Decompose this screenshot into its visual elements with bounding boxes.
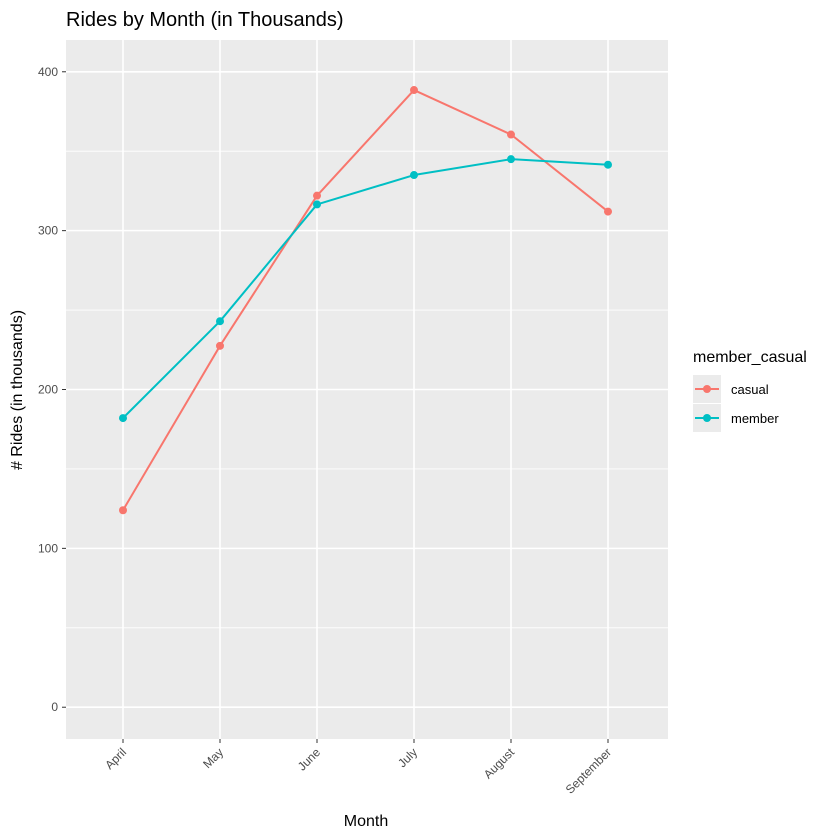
data-point-casual [216, 341, 224, 350]
legend-label: casual [731, 382, 769, 397]
x-tick-label: July [395, 745, 420, 770]
grid-lines [66, 40, 668, 739]
series-line-casual [122, 89, 609, 511]
x-axis: April May June July August September [102, 739, 614, 797]
y-axis: 0 100 200 300 400 [38, 65, 66, 714]
y-tick-label: 300 [38, 224, 58, 238]
data-point-casual [604, 207, 612, 216]
series-layer [119, 86, 612, 515]
legend-title: member_casual [693, 349, 807, 366]
data-point-member [216, 317, 224, 326]
y-tick-label: 400 [38, 65, 58, 79]
legend-key-point [703, 385, 711, 393]
data-point-casual [507, 130, 515, 139]
y-tick-label: 0 [51, 700, 58, 714]
data-point-casual [313, 191, 321, 200]
x-tick-label: August [481, 745, 518, 782]
x-axis-title: Month [344, 813, 388, 830]
legend-label: member [731, 411, 779, 426]
x-tick-label: June [295, 745, 324, 774]
legend-key-point [703, 414, 711, 422]
data-point-member [119, 414, 127, 423]
data-point-member [507, 155, 515, 164]
x-tick-label: April [102, 745, 129, 772]
data-point-member [604, 160, 612, 169]
legend-items: casual member [693, 375, 779, 432]
chart-title: Rides by Month (in Thousands) [66, 9, 344, 31]
legend-item-member: member [693, 404, 779, 432]
data-point-casual [410, 86, 418, 95]
data-point-casual [119, 506, 127, 515]
legend-item-casual: casual [693, 375, 769, 403]
series-line-member [122, 158, 609, 419]
x-tick-label: May [200, 745, 226, 771]
y-tick-label: 100 [38, 541, 58, 555]
y-tick-label: 200 [38, 383, 58, 397]
x-tick-label: September [563, 745, 614, 796]
data-point-member [313, 200, 321, 209]
legend: member_casual casual member [693, 349, 807, 432]
data-point-member [410, 171, 418, 180]
y-axis-title: # Rides (in thousands) [9, 310, 26, 470]
